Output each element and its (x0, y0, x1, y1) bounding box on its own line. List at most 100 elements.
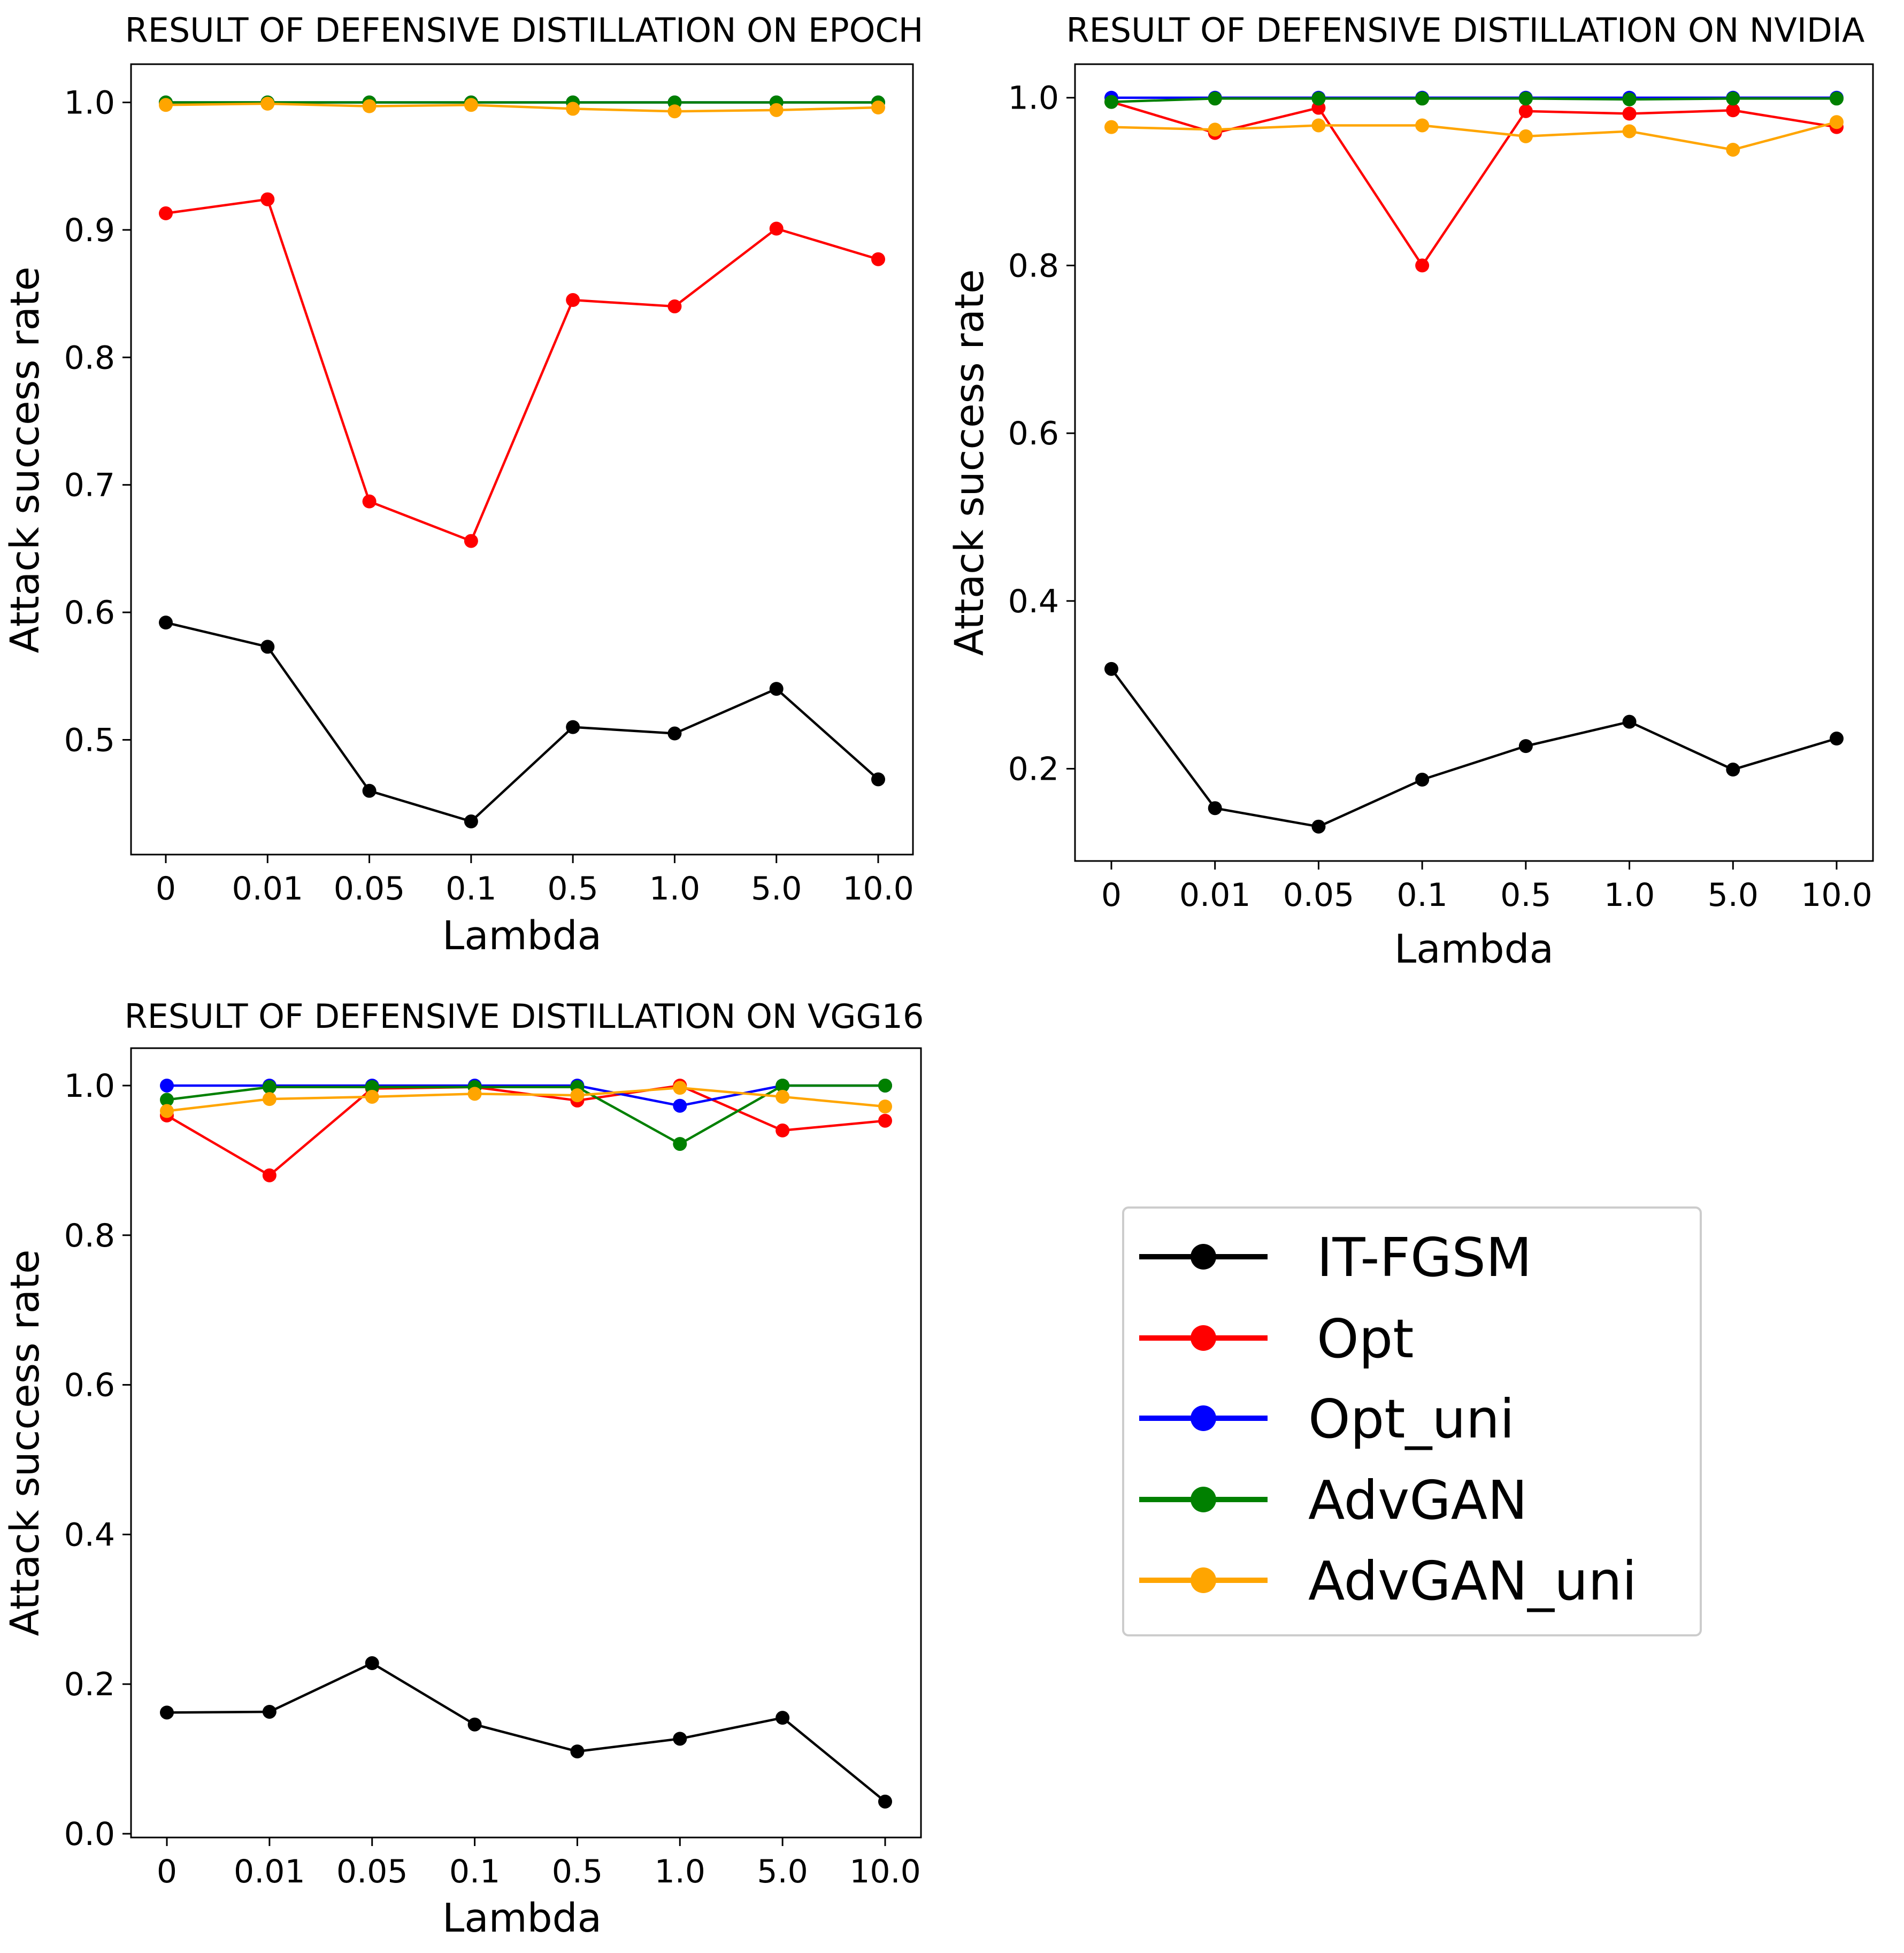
series-opt (1104, 95, 1844, 273)
data-point (1518, 104, 1533, 118)
x-tick-label: 0.1 (1396, 876, 1447, 914)
y-axis-label: Attack success rate (947, 269, 993, 656)
series-layer (1104, 90, 1844, 834)
series-line (165, 102, 879, 113)
data-point (769, 103, 784, 117)
data-point (1311, 819, 1326, 834)
data-point (262, 1704, 277, 1719)
chart-epoch: RESULT OF DEFENSIVE DISTILLATION ON EPOC… (2, 11, 923, 959)
x-tick-label: 1.0 (655, 1853, 705, 1890)
y-axis-label: Attack success rate (2, 266, 48, 653)
y-tick-label: 1.0 (64, 1067, 115, 1105)
legend-label: AdvGAN (1308, 1469, 1527, 1532)
chart-title: RESULT OF DEFENSIVE DISTILLATION ON VGG1… (125, 997, 924, 1036)
series-opt (159, 192, 885, 548)
series-line (165, 198, 879, 542)
data-point (673, 1137, 687, 1151)
plot-frame (1074, 63, 1874, 862)
data-point (1415, 772, 1430, 787)
y-tick-label: 1.0 (1008, 80, 1059, 117)
y-tick-label: 0.9 (64, 212, 115, 249)
x-tick-label: 1.0 (649, 870, 700, 908)
y-tick-label: 0.6 (64, 1367, 115, 1404)
x-tick-label: 0 (157, 1853, 177, 1890)
data-point (1311, 91, 1326, 106)
x-tick-label: 0.05 (336, 1853, 408, 1890)
series-line (165, 621, 879, 823)
x-tick-label: 5.0 (757, 1853, 808, 1890)
data-point (362, 494, 377, 509)
data-point (1830, 732, 1844, 746)
data-point (160, 1104, 174, 1118)
series-line (166, 1662, 886, 1803)
x-tick-label: 1.0 (1604, 876, 1655, 914)
data-point (871, 101, 885, 115)
data-point (878, 1794, 892, 1809)
data-point (1104, 95, 1118, 109)
series-line (1110, 668, 1837, 828)
data-point (878, 1078, 892, 1093)
x-tick-label: 0 (156, 870, 176, 908)
data-point (1830, 91, 1844, 106)
data-point (1726, 142, 1740, 157)
y-ticks: 0.2 0.4 0.6 0.8 1.0 (1008, 80, 1075, 788)
data-point (673, 1098, 687, 1113)
data-point (570, 1088, 585, 1103)
x-tick-label: 0.01 (232, 870, 303, 908)
data-point (673, 1732, 687, 1746)
data-point (1726, 91, 1740, 106)
x-axis-label: Lambda (1394, 926, 1554, 972)
data-point (1518, 739, 1533, 753)
x-tick-label: 0.05 (334, 870, 405, 908)
legend-frame (1122, 1206, 1702, 1636)
series-line (1111, 97, 1837, 103)
data-point (871, 252, 885, 266)
plot-frame (130, 1047, 922, 1839)
chart-title: RESULT OF DEFENSIVE DISTILLATION ON NVID… (1066, 11, 1865, 50)
x-tick-label: 10.0 (1801, 876, 1872, 914)
series-it-fgsm (160, 1656, 892, 1809)
data-point (262, 1092, 277, 1106)
y-tick-label: 0.0 (64, 1816, 115, 1853)
y-tick-label: 0.2 (1008, 750, 1059, 788)
data-point (878, 1113, 892, 1128)
x-tick-label: 0.1 (446, 870, 496, 908)
data-point (776, 1123, 790, 1137)
y-tick-label: 1.0 (64, 84, 115, 122)
data-point (1208, 122, 1222, 137)
x-tick-label: 0.01 (234, 1853, 305, 1890)
y-tick-label: 0.2 (64, 1666, 115, 1703)
y-tick-label: 0.4 (1008, 583, 1059, 620)
x-ticks: 0 0.01 0.05 0.1 0.5 1.0 5.0 10.0 (1101, 861, 1872, 914)
data-point (160, 1093, 174, 1107)
data-point (362, 783, 377, 798)
y-tick-label: 0.8 (64, 339, 115, 376)
series-advgan (1104, 91, 1844, 109)
data-point (260, 640, 275, 654)
legend-marker (1191, 1487, 1216, 1512)
x-tick-label: 0.5 (1500, 876, 1551, 914)
data-point (769, 682, 784, 696)
x-tick-label: 0.01 (1179, 876, 1251, 914)
data-point (1208, 91, 1222, 106)
legend: IT-FGSM Opt Opt_uni AdvGAN AdvGAN_uni (1122, 1206, 1702, 1636)
series-advgan (160, 1078, 892, 1151)
legend-entry-advgan: AdvGAN (1139, 1469, 1527, 1532)
data-point (1104, 120, 1118, 134)
series-layer (159, 95, 885, 829)
data-point (776, 1711, 790, 1725)
legend-label: AdvGAN_uni (1308, 1550, 1637, 1612)
legend-entries: IT-FGSM Opt Opt_uni AdvGAN AdvGAN_uni (1139, 1226, 1637, 1612)
data-point (566, 720, 580, 734)
x-tick-label: 0.05 (1283, 876, 1355, 914)
x-ticks: 0 0.01 0.05 0.1 0.5 1.0 5.0 10.0 (157, 1837, 921, 1890)
legend-marker (1191, 1244, 1216, 1270)
chart-vgg16: RESULT OF DEFENSIVE DISTILLATION ON VGG1… (2, 997, 924, 1941)
data-point (464, 814, 478, 829)
x-tick-label: 0.5 (552, 1853, 603, 1890)
x-tick-label: 0.5 (547, 870, 598, 908)
legend-entry-advgan-uni: AdvGAN_uni (1139, 1550, 1637, 1612)
x-axis-label: Lambda (442, 913, 602, 959)
series-advgan-uni (1104, 115, 1844, 157)
series-line (1111, 121, 1837, 151)
